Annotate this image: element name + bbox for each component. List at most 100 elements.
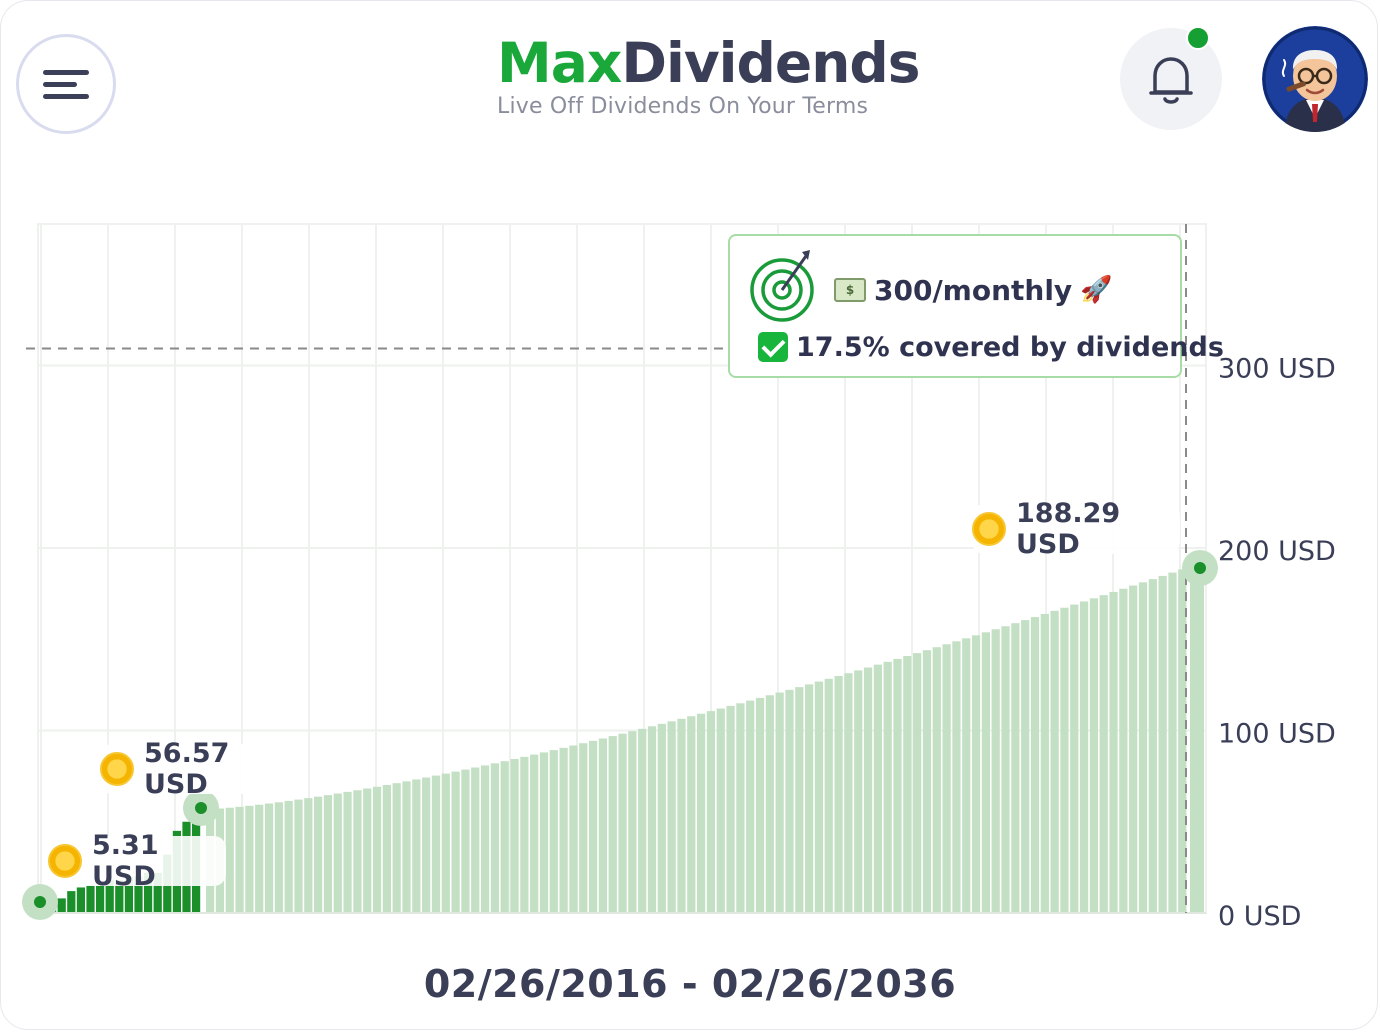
- bar-projected: [1011, 623, 1020, 913]
- bar-projected: [1178, 569, 1187, 913]
- bar-projected: [883, 661, 892, 913]
- bar-projected: [1070, 604, 1079, 913]
- bar-projected: [294, 799, 303, 913]
- goal-coverage-label: 17.5% covered by dividends: [796, 331, 1224, 363]
- bar-projected: [471, 767, 480, 913]
- y-tick-label: 300 USD: [1218, 354, 1336, 385]
- bar-projected: [412, 779, 421, 913]
- bar-projected: [706, 711, 716, 913]
- bar-projected: [1001, 626, 1010, 913]
- bar-projected: [245, 805, 254, 913]
- bar-projected: [314, 796, 323, 913]
- bar-projected: [579, 743, 588, 913]
- bar-projected: [726, 705, 735, 913]
- bar-projected: [795, 687, 804, 913]
- marker-current: [195, 802, 207, 814]
- bar-projected: [1040, 613, 1049, 913]
- coin-icon: [100, 752, 134, 786]
- bar-projected: [716, 708, 725, 913]
- bar-projected: [932, 647, 941, 913]
- avatar[interactable]: [1262, 26, 1368, 132]
- value-pill-current: 56.57 USD: [100, 738, 300, 800]
- bar-projected: [1089, 598, 1099, 913]
- bar-projected: [539, 752, 549, 913]
- bar-projected: [461, 769, 470, 913]
- bar-projected: [480, 765, 490, 913]
- bar-projected: [628, 731, 637, 913]
- check-icon: [758, 332, 788, 362]
- tagline: Live Off Dividends On Your Terms: [497, 94, 869, 119]
- bar-projected: [255, 804, 264, 913]
- y-tick-label: 0 USD: [1218, 901, 1301, 932]
- bar-projected: [284, 800, 293, 913]
- money-icon: $: [834, 278, 866, 302]
- bar-projected: [854, 670, 863, 913]
- bar-projected: [1148, 579, 1157, 913]
- bar-projected: [500, 761, 509, 913]
- goal-target: $ 300/monthly 🚀: [834, 270, 1113, 310]
- value-label-current: 56.57 USD: [144, 738, 230, 800]
- bar-projected: [343, 791, 352, 913]
- bar-projected: [530, 754, 539, 913]
- bar-projected: [873, 664, 882, 913]
- bar-projected: [608, 736, 617, 913]
- coin-icon: [48, 844, 82, 878]
- bar-projected: [598, 738, 608, 913]
- bar-projected: [775, 692, 784, 913]
- bar-projected: [942, 644, 951, 913]
- bar-projected: [372, 786, 382, 913]
- bar-projected: [559, 747, 568, 913]
- bar-projected: [805, 684, 814, 913]
- bar-projected: [382, 784, 391, 913]
- marker-start: [34, 896, 46, 908]
- chart-markers: [22, 550, 1218, 920]
- bar-projected: [1190, 565, 1204, 913]
- value-pill-start: 5.31 USD: [48, 830, 226, 892]
- bar-projected: [225, 807, 234, 913]
- bar-projected: [549, 750, 558, 913]
- bar-projected: [333, 793, 342, 913]
- bar-projected: [1109, 591, 1118, 913]
- bar-projected: [638, 728, 647, 913]
- bar-projected: [402, 781, 411, 913]
- bar-projected: [863, 667, 873, 913]
- bar-projected: [1060, 607, 1069, 913]
- bar-projected: [647, 726, 657, 913]
- bar-projected: [431, 775, 441, 913]
- bar-projected: [490, 763, 499, 913]
- target-icon: [750, 250, 814, 322]
- bar-projected: [893, 658, 902, 913]
- bar-projected: [952, 641, 961, 913]
- bar-projected: [677, 718, 686, 913]
- bar-projected: [588, 740, 598, 913]
- bar-projected: [667, 721, 676, 913]
- goal-target-label: 300/monthly: [874, 273, 1073, 307]
- bar-paid: [67, 891, 76, 913]
- y-tick-label: 100 USD: [1218, 719, 1336, 750]
- bar-paid: [144, 872, 153, 913]
- bar-projected: [1138, 582, 1148, 913]
- bar-projected: [353, 790, 362, 913]
- marker-end: [1194, 562, 1206, 574]
- bar-paid: [76, 887, 85, 913]
- logo-dividends: Dividends: [621, 31, 920, 95]
- logo[interactable]: MaxDividends: [497, 30, 920, 96]
- bar-projected: [913, 653, 922, 913]
- bar-paid: [115, 880, 124, 913]
- bar-projected: [264, 803, 274, 913]
- bar-projected: [746, 700, 755, 913]
- bar-projected: [1021, 620, 1030, 913]
- bar-projected: [962, 638, 971, 913]
- bar-projected: [363, 788, 372, 913]
- bar-paid: [153, 872, 162, 913]
- bar-projected: [304, 798, 313, 913]
- bar-projected: [1050, 610, 1059, 913]
- value-label-start: 5.31 USD: [92, 830, 159, 892]
- bar-projected: [510, 759, 519, 913]
- bar-projected: [736, 703, 745, 913]
- menu-button[interactable]: [16, 34, 116, 134]
- bar-projected: [1158, 575, 1167, 913]
- bar-projected: [1079, 601, 1089, 913]
